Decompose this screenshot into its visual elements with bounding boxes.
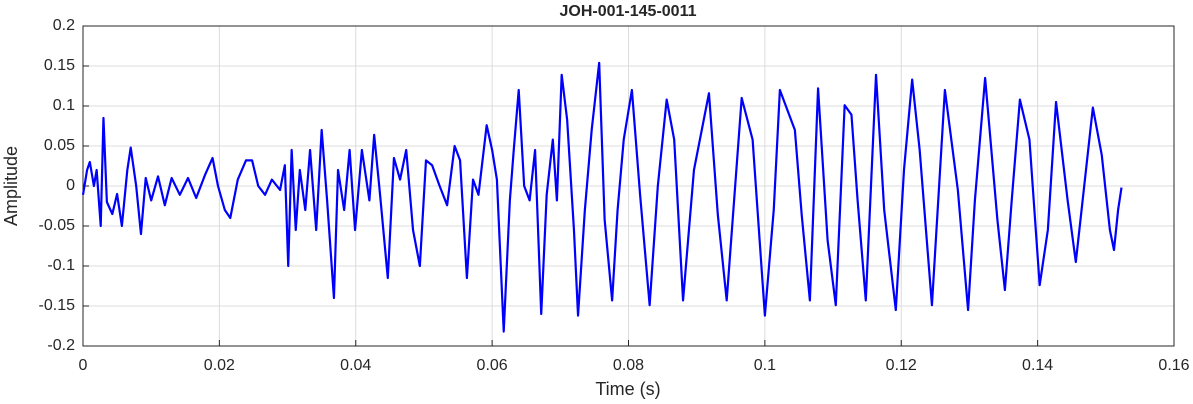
x-tick-label: 0 bbox=[79, 357, 88, 374]
y-tick-label: -0.2 bbox=[47, 337, 75, 354]
chart-title: JOH-001-145-0011 bbox=[560, 3, 697, 20]
x-tick-label: 0.02 bbox=[204, 357, 235, 374]
y-tick-label: -0.1 bbox=[47, 257, 75, 274]
x-tick-label: 0.04 bbox=[340, 357, 371, 374]
y-tick-label: -0.15 bbox=[39, 297, 76, 314]
x-tick-label: 0.06 bbox=[477, 357, 508, 374]
y-axis-label: Amplitude bbox=[1, 146, 21, 226]
x-tick-label: 0.08 bbox=[613, 357, 644, 374]
waveform-line bbox=[81, 61, 1123, 333]
x-tick-label: 0.14 bbox=[1022, 357, 1053, 374]
x-axis-label: Time (s) bbox=[595, 379, 660, 399]
x-tick-label: 0.12 bbox=[886, 357, 917, 374]
y-tick-label: 0.2 bbox=[53, 17, 75, 34]
y-tick-label: -0.05 bbox=[39, 217, 76, 234]
y-tick-label: 0.05 bbox=[44, 137, 75, 154]
plot-frame bbox=[82, 25, 1175, 347]
x-tick-label: 0.16 bbox=[1158, 357, 1189, 374]
x-tick-label: 0.1 bbox=[754, 357, 776, 374]
y-tick-label: 0 bbox=[66, 177, 75, 194]
y-tick-label: 0.1 bbox=[53, 97, 75, 114]
y-tick-label: 0.15 bbox=[44, 57, 75, 74]
